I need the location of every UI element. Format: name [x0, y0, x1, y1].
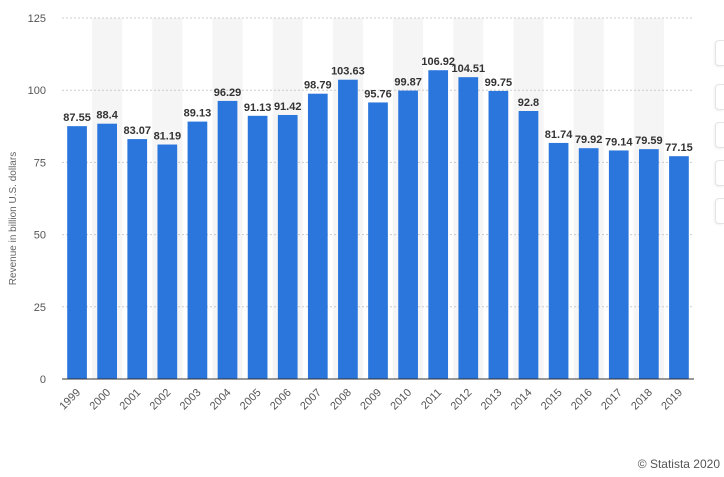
bar-2000[interactable]	[97, 123, 117, 379]
side-tab[interactable]	[715, 122, 724, 148]
bar-2019[interactable]	[669, 156, 689, 379]
bar-2003[interactable]	[187, 121, 208, 379]
bar-2007[interactable]	[307, 93, 328, 379]
value-label: 87.55	[63, 112, 91, 124]
bar-2011[interactable]	[428, 70, 449, 380]
bar-2015[interactable]	[548, 142, 569, 379]
x-tick-label: 2010	[388, 387, 414, 413]
value-label: 79.14	[605, 136, 633, 148]
value-label: 77.15	[665, 142, 693, 154]
side-tab[interactable]	[715, 160, 724, 186]
x-tick-label: 2016	[569, 387, 595, 413]
x-tick-label: 2009	[358, 387, 384, 413]
x-axis-ticks: 1999 2000 2001 2002 2003 2004 2005 2006 2007 2008…	[57, 387, 685, 413]
bar-2004[interactable]	[217, 100, 238, 379]
bar-2008[interactable]	[338, 79, 358, 380]
value-label: 91.42	[274, 101, 302, 113]
x-tick-label: 2012	[449, 387, 475, 413]
value-label: 88.4	[96, 110, 118, 122]
value-label: 95.76	[364, 88, 392, 100]
x-tick-label: 2014	[509, 387, 535, 413]
bar-2009[interactable]	[368, 102, 388, 379]
bar-2014[interactable]	[518, 110, 539, 380]
x-tick-label: 2011	[419, 387, 444, 412]
bar-2010[interactable]	[398, 90, 418, 379]
x-tick-label: 1999	[57, 387, 83, 413]
side-tab[interactable]	[715, 84, 724, 110]
x-tick-label: 2017	[599, 387, 625, 413]
bar-2018[interactable]	[639, 149, 659, 379]
x-tick-label: 2006	[268, 387, 294, 413]
value-label: 99.75	[485, 77, 513, 89]
x-tick-label: 2015	[539, 387, 565, 413]
y-tick-label: 125	[28, 13, 46, 25]
bar-2002[interactable]	[157, 144, 178, 379]
bar-2005[interactable]	[247, 115, 268, 379]
value-label: 83.07	[123, 125, 151, 137]
bars	[67, 70, 689, 380]
x-tick-label: 2019	[659, 387, 685, 413]
x-tick-label: 2007	[298, 387, 324, 413]
y-tick-label: 100	[28, 85, 46, 97]
y-axis-label: Revenue in billion U.S. dollars	[8, 152, 19, 285]
y-tick-label: 50	[34, 230, 46, 242]
value-label: 92.8	[518, 97, 539, 109]
bar-2016[interactable]	[578, 148, 599, 379]
bar-1999[interactable]	[67, 126, 87, 379]
side-tab[interactable]	[715, 198, 724, 224]
x-tick-label: 2005	[238, 387, 264, 413]
value-label: 79.59	[635, 135, 663, 147]
value-label: 81.19	[154, 131, 182, 143]
value-label: 79.92	[575, 134, 603, 146]
value-label: 103.63	[331, 66, 365, 78]
value-label: 99.87	[394, 77, 422, 89]
bar-2017[interactable]	[608, 150, 629, 379]
value-label: 104.51	[451, 63, 485, 75]
value-label: 81.74	[545, 129, 573, 141]
x-tick-label: 2003	[178, 387, 204, 413]
y-axis-ticks: 0 25 50 75 100 125	[28, 13, 46, 386]
value-label: 106.92	[421, 56, 455, 68]
bar-2006[interactable]	[277, 114, 298, 380]
x-tick-label: 2008	[328, 387, 354, 413]
credit-text: © Statista 2020	[637, 457, 720, 471]
value-label: 96.29	[214, 87, 242, 99]
y-tick-label: 0	[40, 374, 46, 386]
side-tab[interactable]	[715, 40, 724, 66]
x-tick-label: 2001	[118, 387, 144, 413]
x-tick-label: 2004	[208, 387, 234, 413]
y-tick-label: 75	[34, 157, 46, 169]
bar-2013[interactable]	[488, 90, 509, 379]
x-tick-label: 2000	[87, 387, 113, 413]
y-tick-label: 25	[34, 302, 46, 314]
x-tick-label: 2002	[148, 387, 174, 413]
bar-2012[interactable]	[458, 77, 479, 380]
value-label: 89.13	[184, 108, 212, 120]
bar-2001[interactable]	[127, 139, 148, 379]
value-label: 91.13	[244, 102, 272, 114]
x-tick-label: 2013	[479, 387, 505, 413]
value-label: 98.79	[304, 80, 332, 92]
x-tick-label: 2018	[629, 387, 655, 413]
